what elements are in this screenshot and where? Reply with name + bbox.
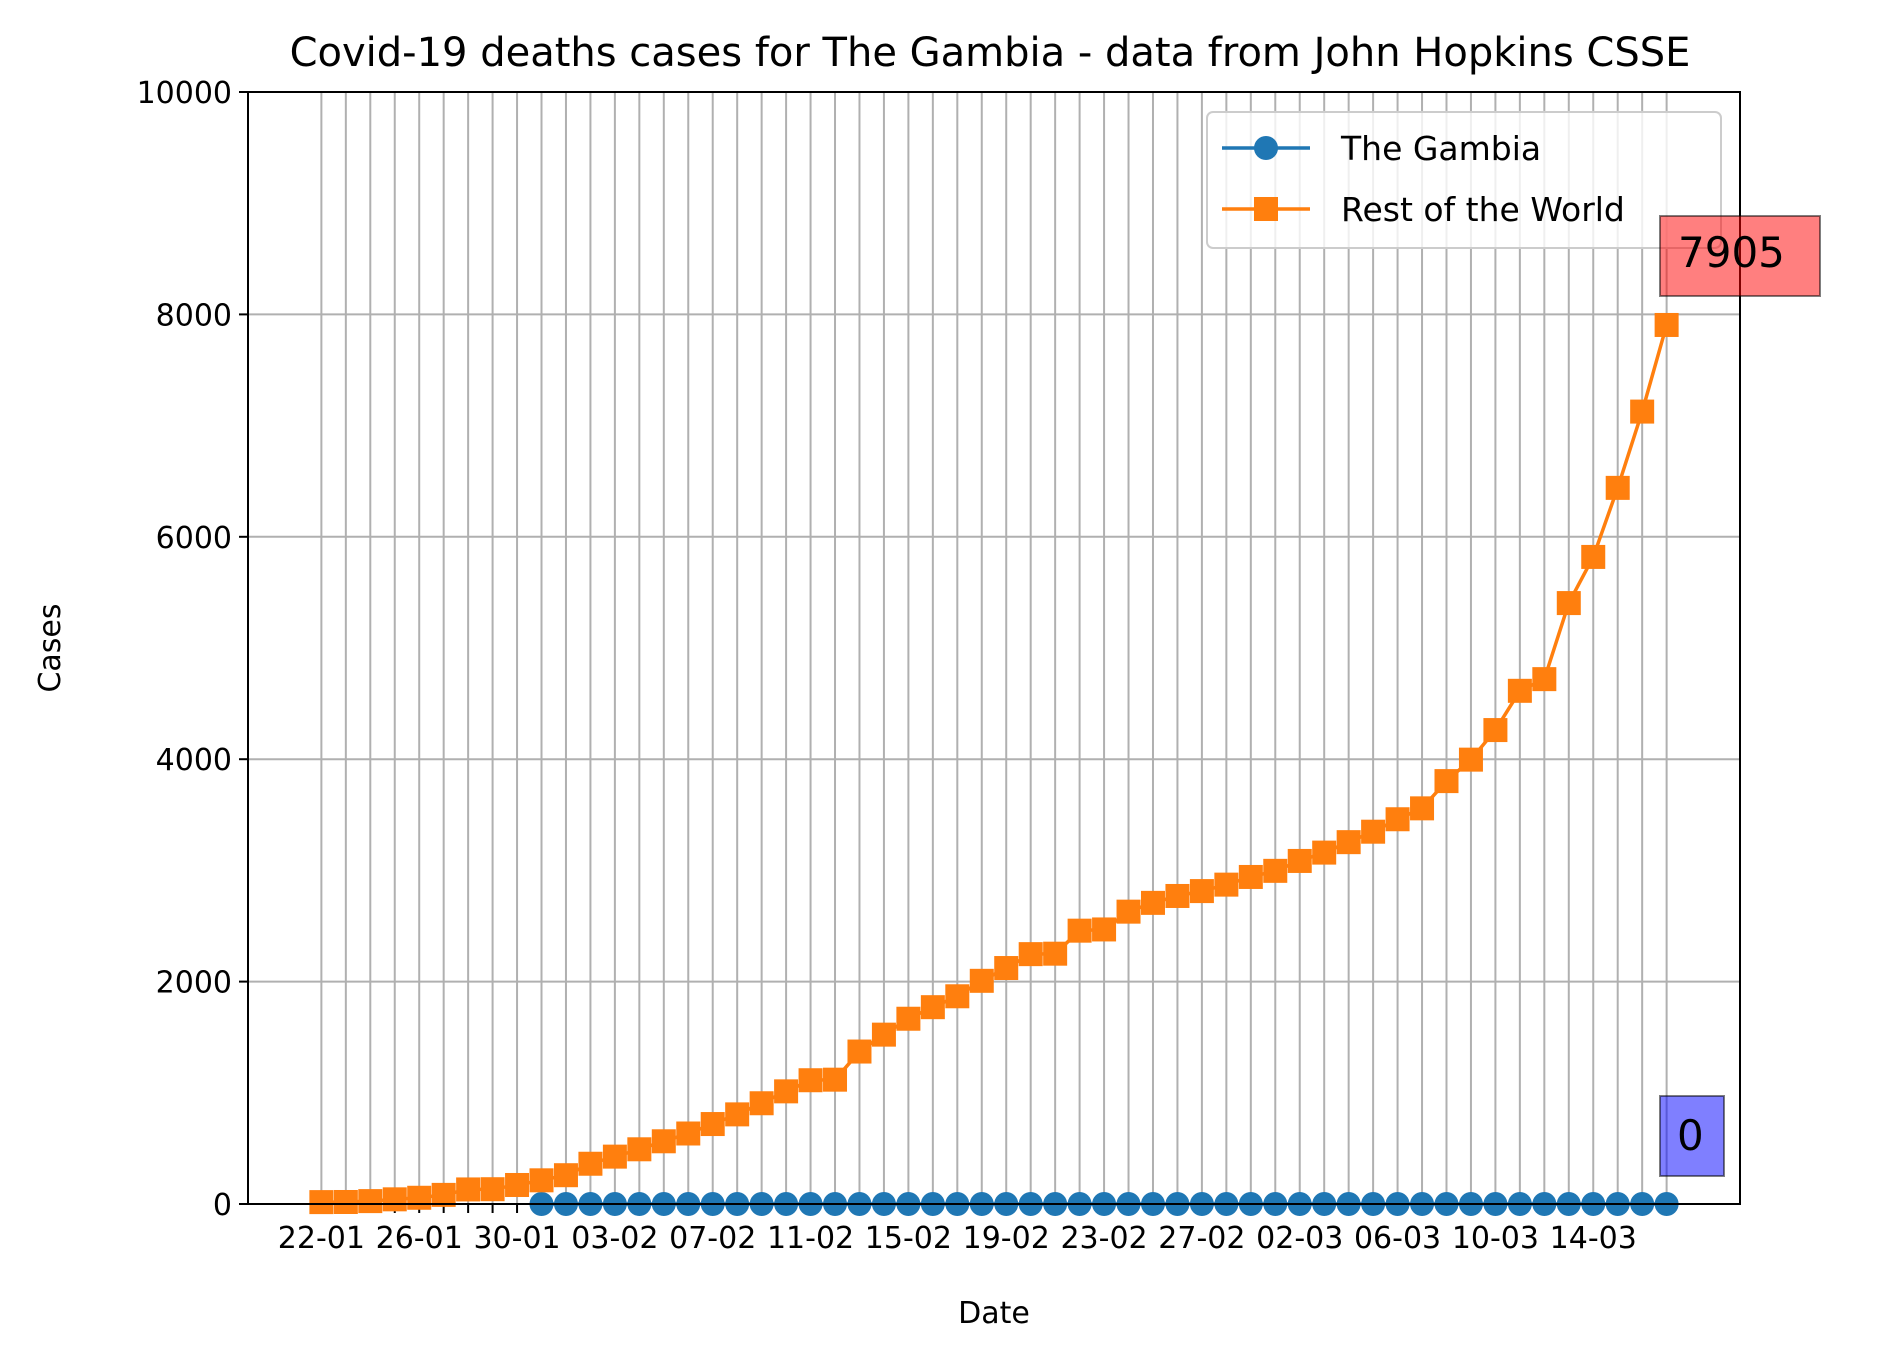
callout-rest-of-the-world: 7905 [1659,215,1821,297]
y-tick-label: 8000 [156,298,232,333]
data-point-rest-of-the-world [1458,747,1483,772]
legend: The Gambia Rest of the World [1206,111,1722,249]
data-point-rest-of-the-world [431,1182,456,1207]
data-point-rest-of-the-world [774,1079,799,1104]
y-axis-ticks: 0 2000 4000 6000 8000 10000 [137,76,248,1223]
data-point-rest-of-the-world [1116,899,1141,924]
data-point-rest-of-the-world [1336,830,1361,855]
y-tick-label: 4000 [156,743,232,778]
data-point-rest-of-the-world [945,984,970,1009]
data-point-rest-of-the-world [798,1068,823,1093]
x-tick-label: 03-02 [571,1221,658,1256]
data-point-rest-of-the-world [1287,848,1312,873]
data-point-rest-of-the-world [920,995,945,1020]
x-tick-label: 11-02 [767,1221,854,1256]
callout-value-rest-of-the-world: 7905 [1678,228,1785,277]
data-point-rest-of-the-world [456,1177,481,1202]
legend-marker-the-gambia [1254,136,1278,160]
x-tick-label: 06-03 [1354,1221,1441,1256]
data-point-rest-of-the-world [1385,807,1410,832]
x-tick-label: 02-03 [1256,1221,1343,1256]
data-point-rest-of-the-world [1507,678,1532,703]
x-axis-label: Date [958,1296,1030,1331]
data-point-rest-of-the-world [358,1189,383,1214]
data-point-rest-of-the-world [1018,942,1043,967]
data-point-rest-of-the-world [1556,591,1581,616]
data-point-rest-of-the-world [823,1067,848,1092]
data-point-rest-of-the-world [749,1091,774,1116]
x-tick-label: 26-01 [376,1221,463,1256]
data-point-rest-of-the-world [505,1172,530,1197]
y-tick-label: 0 [213,1188,232,1223]
data-point-rest-of-the-world [1630,399,1655,424]
data-point-rest-of-the-world [1312,840,1337,865]
y-tick-label: 10000 [137,76,232,111]
data-point-rest-of-the-world [1238,864,1263,889]
x-tick-label: 15-02 [865,1221,952,1256]
data-point-rest-of-the-world [847,1039,872,1064]
x-tick-label: 07-02 [669,1221,756,1256]
x-tick-label: 22-01 [278,1221,365,1256]
data-point-rest-of-the-world [1532,667,1557,692]
data-point-rest-of-the-world [1092,917,1117,942]
data-point-rest-of-the-world [553,1163,578,1188]
data-point-rest-of-the-world [407,1185,432,1210]
data-point-rest-of-the-world [1434,769,1459,794]
data-point-rest-of-the-world [1067,918,1092,943]
data-point-rest-of-the-world [1361,819,1386,844]
data-point-rest-of-the-world [578,1151,603,1176]
data-point-rest-of-the-world [700,1112,725,1137]
legend-box [1206,111,1722,249]
y-tick-label: 2000 [156,966,232,1001]
legend-label-rest-of-the-world: Rest of the World [1341,190,1625,229]
data-point-rest-of-the-world [1581,544,1606,569]
data-point-rest-of-the-world [1189,879,1214,904]
data-point-rest-of-the-world [651,1129,676,1154]
x-tick-label: 19-02 [963,1221,1050,1256]
data-point-rest-of-the-world [1483,718,1508,743]
data-point-rest-of-the-world [309,1190,334,1215]
y-axis-label: Cases [33,603,68,692]
callout-box-rest-of-the-world [1659,215,1821,297]
data-point-rest-of-the-world [382,1187,407,1212]
data-point-rest-of-the-world [333,1189,358,1214]
data-point-rest-of-the-world [994,956,1019,981]
x-tick-label: 23-02 [1060,1221,1147,1256]
data-point-rest-of-the-world [969,968,994,993]
x-tick-label: 10-03 [1452,1221,1539,1256]
data-point-rest-of-the-world [1263,858,1288,883]
data-point-rest-of-the-world [1043,941,1068,966]
data-point-rest-of-the-world [602,1144,627,1169]
data-point-rest-of-the-world [1654,312,1679,337]
data-point-rest-of-the-world [1214,872,1239,897]
callout-value-the-gambia: 0 [1677,1111,1704,1160]
x-tick-label: 14-03 [1550,1221,1637,1256]
callout-box-the-gambia [1659,1095,1725,1177]
data-point-rest-of-the-world [896,1006,921,1031]
legend-marker-rest-of-the-world [1254,197,1278,221]
data-point-rest-of-the-world [1165,883,1190,908]
data-point-rest-of-the-world [1410,796,1435,821]
plot-frame [247,91,1741,1205]
x-tick-label: 27-02 [1158,1221,1245,1256]
legend-label-the-gambia: The Gambia [1340,129,1541,168]
data-point-rest-of-the-world [676,1121,701,1146]
callout-the-gambia: 0 [1659,1095,1725,1177]
data-point-rest-of-the-world [529,1168,554,1193]
data-point-rest-of-the-world [627,1137,652,1162]
data-point-rest-of-the-world [1140,890,1165,915]
y-tick-label: 6000 [156,521,232,556]
chart-title: Covid-19 deaths cases for The Gambia - d… [290,30,1691,76]
data-point-rest-of-the-world [1605,475,1630,500]
grid [248,91,1740,1205]
x-tick-label: 30-01 [473,1221,560,1256]
data-point-rest-of-the-world [725,1102,750,1127]
data-point-rest-of-the-world [480,1177,505,1202]
data-point-rest-of-the-world [871,1022,896,1047]
